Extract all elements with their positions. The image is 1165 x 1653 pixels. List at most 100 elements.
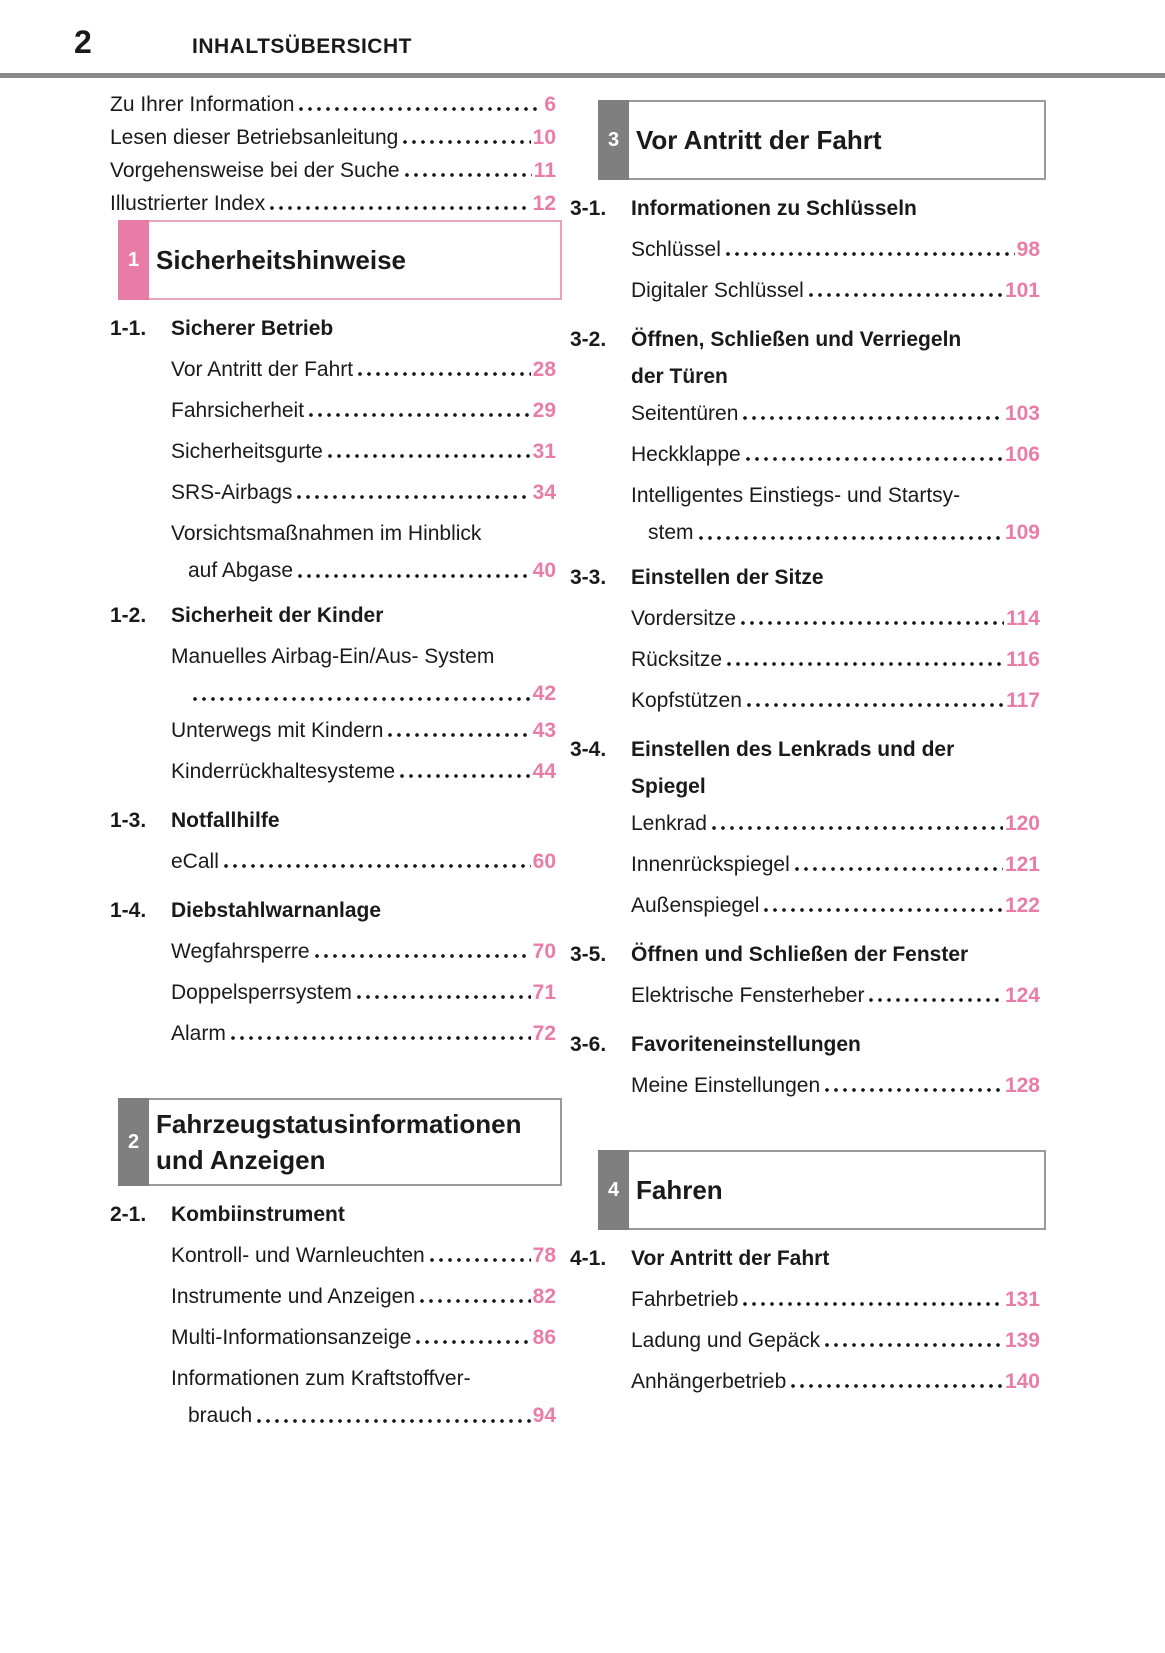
chapter-box[interactable]: 2 Fahrzeugstatusinformationen und Anzeigen [118,1098,562,1186]
chapter-tab: 1 [118,220,149,300]
toc-section-heading: 4-1. Vor Antritt der Fahrt [570,1238,1046,1279]
toc-entry[interactable]: Vorsichtsmaßnahmen im Hinblick auf Abgase… [110,513,562,587]
toc-entry[interactable]: Zu Ihrer Information 6 [110,88,562,121]
dot-leader [746,703,1005,707]
toc-section-heading: 3-5. Öffnen und Schließen der Fenster [570,934,1046,975]
toc-entry[interactable]: Unterwegs mit Kindern 43 [110,710,562,751]
chapter-tab-number: 2 [127,1130,140,1153]
toc-entry[interactable]: Doppelsperrsystem 71 [110,972,562,1013]
toc-entry[interactable]: Fahrbetrieb 131 [570,1279,1046,1320]
section-number: 1-3. [110,809,147,832]
toc-entry[interactable]: Manuelles Airbag-Ein/Aus- System 42 [110,636,562,710]
toc-entry-page: 140 [1004,1370,1040,1393]
toc-entry[interactable]: Ladung und Gepäck 139 [570,1320,1046,1361]
toc-entry[interactable]: Lesen dieser Betriebsanleitung 10 [110,121,562,154]
chapter-block: 3 Vor Antritt der Fahrt 3-1. Informationen … [570,100,1046,1106]
toc-entry-label: Schlüssel [631,238,721,261]
toc-entry[interactable]: Digitaler Schlüssel 101 [570,270,1046,311]
toc-entry-page: 101 [1004,279,1040,302]
toc-entry[interactable]: Anhängerbetrieb 140 [570,1361,1046,1402]
toc-entry-label: Fahrsicherheit [171,399,305,422]
toc-section: 1-1. Sicherer Betrieb Vor Antritt der Fahr… [110,308,562,587]
toc-entry[interactable]: Innenrückspiegel 121 [570,844,1046,885]
toc-entry[interactable]: SRS-Airbags 34 [110,472,562,513]
toc-entry[interactable]: Rücksitze 116 [570,639,1046,680]
toc-entry[interactable]: Heckklappe 106 [570,434,1046,475]
toc-entry-label: Vorsichtsmaßnahmen im Hinblick [171,522,482,545]
toc-entry[interactable]: Vorgehensweise bei der Suche 11 [110,154,562,187]
toc-entry-page: 106 [1004,443,1040,466]
chapter-title-line: Fahrzeugstatusinformationen [156,1109,522,1139]
chapter-box[interactable]: 4 Fahren [598,1150,1046,1230]
toc-entry[interactable]: Lenkrad 120 [570,803,1046,844]
toc-section: 3-5. Öffnen und Schließen der Fenster Elek… [570,934,1046,1016]
toc-entry-label: brauch [188,1404,253,1427]
section-number: 3-5. [570,943,607,966]
section-title-line: Einstellen der Sitze [631,566,824,589]
toc-entry-label: Kontroll- und Warnleuchten [171,1244,425,1267]
toc-entry[interactable]: Multi-Informationsanzeige 86 [110,1317,562,1358]
section-number: 1-4. [110,899,147,922]
toc-entry[interactable]: Elektrische Fensterheber 124 [570,975,1046,1016]
dot-leader [808,293,1003,297]
toc-entry[interactable]: Schlüssel 98 [570,229,1046,270]
toc-entry[interactable]: Kopfstützen 117 [570,680,1046,721]
toc-entry[interactable]: eCall 60 [110,841,562,882]
toc-entry[interactable]: Vordersitze 114 [570,598,1046,639]
toc-entry[interactable]: Alarm 72 [110,1013,562,1054]
toc-entry[interactable]: Seitentüren 103 [570,393,1046,434]
toc-entry[interactable]: Informationen zum Kraftstoffver-brauch 94 [110,1358,562,1432]
toc-entry-label: SRS-Airbags [171,481,293,504]
toc-section: 3-2. Öffnen, Schließen und Verriegeln der … [570,319,1046,549]
toc-entry-page: 10 [532,126,556,149]
toc-entry-label: Ladung und Gepäck [631,1329,821,1352]
section-number: 4-1. [570,1247,607,1270]
toc-entry-label: Vor Antritt der Fahrt [171,358,354,381]
toc-entry-label: Digitaler Schlüssel [631,279,804,302]
dot-leader [193,697,531,701]
toc-entry-label: Zu Ihrer Information [110,93,295,116]
toc-section-heading: 1-4. Diebstahlwarnanlage [110,890,562,931]
dot-leader [327,454,531,458]
toc-entry-label: Informationen zum Kraftstoffver- [171,1367,471,1390]
section-title-line: Kombiinstrument [171,1203,345,1226]
toc-entry[interactable]: Außenspiegel 122 [570,885,1046,926]
toc-entry[interactable]: Illustrierter Index 12 [110,187,562,220]
toc-entry[interactable]: Fahrsicherheit 29 [110,390,562,431]
toc-entry-page: 43 [532,719,556,742]
toc-entry[interactable]: Kontroll- und Warnleuchten 78 [110,1235,562,1276]
toc-entry-label: Rücksitze [631,648,723,671]
chapter-block: 2 Fahrzeugstatusinformationen und Anzeigen… [110,1098,562,1432]
dot-leader [727,662,1005,666]
toc-column-right: 3 Vor Antritt der Fahrt 3-1. Informationen … [570,0,1046,1402]
toc-entry[interactable]: Meine Einstellungen 128 [570,1065,1046,1106]
toc-entry[interactable]: Kinderrückhaltesysteme 44 [110,751,562,792]
toc-entry[interactable]: Intelligentes Einstiegs- und Startsy-ste… [570,475,1046,549]
toc-entry-label: Wegfahrsperre [171,940,310,963]
chapter-box[interactable]: 3 Vor Antritt der Fahrt [598,100,1046,180]
toc-entry-page: 139 [1004,1329,1040,1352]
dot-leader [698,536,1003,540]
chapter-block: 4 Fahren 4-1. Vor Antritt der Fahrt Fahrbetr… [570,1150,1046,1402]
dot-leader [420,1299,531,1303]
toc-entry-page: 122 [1004,894,1040,917]
chapter-title: Sicherheitshinweise [120,242,406,278]
chapter-box[interactable]: 1 Sicherheitshinweise [118,220,562,300]
dot-leader [404,173,532,177]
toc-entry-page: 128 [1004,1074,1040,1097]
toc-entry[interactable]: Wegfahrsperre 70 [110,931,562,972]
dot-leader [791,1384,1003,1388]
toc-entry[interactable]: Vor Antritt der Fahrt 28 [110,349,562,390]
toc-entry[interactable]: Sicherheitsgurte 31 [110,431,562,472]
dot-leader [743,1302,1003,1306]
section-title-line: Spiegel [631,775,706,798]
toc-entry-page: 31 [532,440,556,463]
section-title-line: Öffnen, Schließen und Verriegeln [631,328,962,351]
toc-entry-page: 121 [1004,853,1040,876]
toc-entry-page: 12 [532,192,556,215]
toc-entry-page: 103 [1004,402,1040,425]
toc-entry[interactable]: Instrumente und Anzeigen 82 [110,1276,562,1317]
toc-section: 2-1. Kombiinstrument Kontroll- und Warnleu… [110,1194,562,1432]
toc-entry-label: Fahrbetrieb [631,1288,739,1311]
toc-entry-page: 109 [1004,521,1040,544]
